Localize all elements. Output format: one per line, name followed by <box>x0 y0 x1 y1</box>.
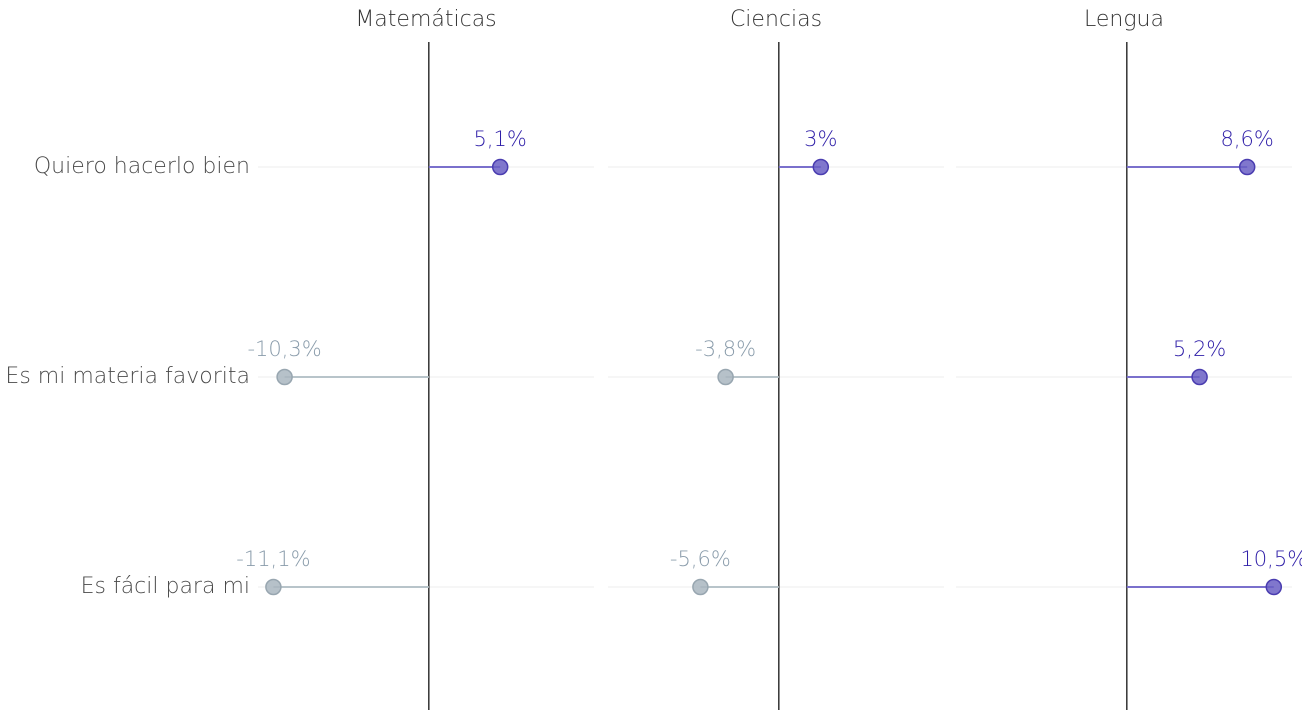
dot <box>491 158 509 176</box>
value-label: 5,1% <box>474 127 527 151</box>
value-label: 5,2% <box>1173 337 1226 361</box>
category-label: Es fácil para mi <box>81 574 250 599</box>
facet-title: Ciencias <box>730 7 822 32</box>
dot <box>692 578 709 596</box>
value-label: -10,3% <box>247 337 321 361</box>
dot <box>1238 158 1256 176</box>
value-label: 8,6% <box>1221 127 1274 151</box>
dot <box>276 368 293 386</box>
value-label: -5,6% <box>670 547 731 571</box>
value-label: 10,5% <box>1240 547 1302 571</box>
facet-title: Lengua <box>1084 7 1164 32</box>
dot <box>265 578 282 596</box>
dot <box>812 158 830 176</box>
value-label: 3% <box>804 127 837 151</box>
value-label: -11,1% <box>236 547 310 571</box>
value-label: -3,8% <box>695 337 756 361</box>
dot <box>1265 578 1283 596</box>
dot <box>1191 368 1208 386</box>
facet-title: Matemáticas <box>355 7 496 32</box>
dot <box>717 368 734 386</box>
category-label: Quiero hacerlo bien <box>34 154 250 179</box>
category-label: Es mi materia favorita <box>5 364 250 389</box>
